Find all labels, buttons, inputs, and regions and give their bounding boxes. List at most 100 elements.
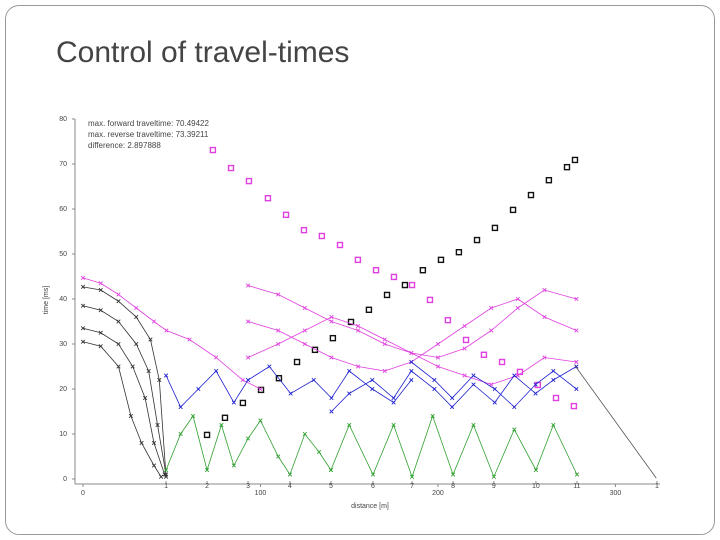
- station-label: 7: [410, 483, 414, 490]
- x-tick-label: 300: [610, 490, 622, 497]
- series-line: [165, 415, 332, 476]
- marker: [98, 281, 103, 286]
- marker: [450, 472, 456, 477]
- marker: [302, 431, 307, 437]
- marker: [419, 267, 427, 274]
- marker: [574, 472, 580, 477]
- series-line: [82, 286, 167, 477]
- marker: [409, 350, 414, 356]
- marker: [245, 436, 251, 441]
- marker: [489, 328, 494, 333]
- marker: [512, 427, 517, 432]
- marker: [491, 224, 499, 232]
- annotation: max. reverse traveltime: 73.39211: [88, 130, 209, 139]
- marker: [409, 359, 414, 365]
- marker: [437, 256, 445, 264]
- marker: [163, 467, 169, 473]
- marker: [365, 306, 373, 313]
- marker: [571, 156, 579, 164]
- series-line: [82, 277, 261, 390]
- marker: [370, 377, 375, 383]
- marker: [276, 454, 281, 459]
- marker: [515, 296, 520, 302]
- marker: [287, 472, 293, 477]
- marker: [489, 305, 494, 311]
- marker: [370, 472, 376, 477]
- marker: [382, 341, 387, 347]
- marker: [318, 232, 326, 240]
- marker: [462, 323, 467, 329]
- marker: [473, 236, 481, 244]
- station-label: 9: [492, 483, 496, 490]
- marker: [515, 305, 520, 311]
- y-tick-label: 50: [59, 251, 67, 258]
- marker: [471, 422, 476, 428]
- marker: [372, 267, 380, 274]
- marker: [282, 211, 290, 219]
- marker: [382, 337, 387, 342]
- marker: [267, 364, 272, 369]
- annotation: difference: 2.897888: [88, 141, 161, 150]
- marker: [196, 386, 201, 392]
- marker: [462, 373, 467, 378]
- marker: [515, 373, 520, 378]
- y-tick-label: 0: [63, 476, 67, 483]
- marker: [245, 377, 251, 383]
- marker: [509, 206, 517, 214]
- marker: [203, 431, 211, 439]
- marker: [432, 377, 437, 383]
- marker: [533, 382, 538, 387]
- marker: [527, 191, 535, 199]
- marker: [316, 449, 322, 455]
- marker: [435, 355, 441, 360]
- series-line: [330, 414, 578, 478]
- marker: [391, 422, 396, 428]
- marker: [276, 341, 281, 347]
- marker: [383, 291, 391, 299]
- marker: [512, 404, 517, 410]
- marker: [450, 395, 455, 401]
- station-label: 5: [329, 483, 333, 490]
- marker: [276, 292, 281, 297]
- marker: [574, 359, 579, 365]
- y-tick-label: 80: [59, 116, 67, 123]
- slide-title: Control of travel-times: [56, 36, 350, 69]
- marker: [155, 422, 160, 428]
- y-tick-label: 10: [59, 431, 67, 438]
- marker: [435, 341, 441, 347]
- slide-frame: [5, 5, 715, 535]
- marker: [347, 391, 352, 396]
- marker: [209, 146, 217, 154]
- marker: [245, 319, 251, 324]
- marker: [257, 386, 265, 394]
- station-label: 1: [655, 483, 659, 490]
- marker: [574, 296, 579, 302]
- marker: [164, 328, 169, 333]
- marker: [390, 273, 398, 281]
- marker: [542, 287, 547, 293]
- x-axis-label: distance [m]: [351, 503, 389, 510]
- marker: [328, 467, 334, 473]
- marker: [551, 422, 556, 428]
- series-line: [247, 298, 577, 372]
- marker: [146, 368, 151, 374]
- marker: [300, 226, 308, 234]
- station-label: 6: [371, 483, 375, 490]
- marker: [288, 391, 293, 396]
- annotation: max. forward traveltime: 70.49422: [88, 119, 209, 128]
- marker: [570, 402, 578, 410]
- marker: [302, 328, 307, 333]
- marker: [245, 355, 251, 360]
- marker: [231, 400, 236, 405]
- marker: [151, 463, 157, 468]
- marker: [151, 440, 157, 446]
- marker: [163, 373, 169, 378]
- marker: [116, 364, 121, 369]
- marker: [471, 382, 476, 387]
- station-label: 4: [288, 483, 292, 490]
- marker: [408, 281, 416, 289]
- series-line: [247, 316, 577, 385]
- marker: [512, 373, 517, 378]
- marker: [80, 284, 86, 289]
- marker: [347, 422, 352, 428]
